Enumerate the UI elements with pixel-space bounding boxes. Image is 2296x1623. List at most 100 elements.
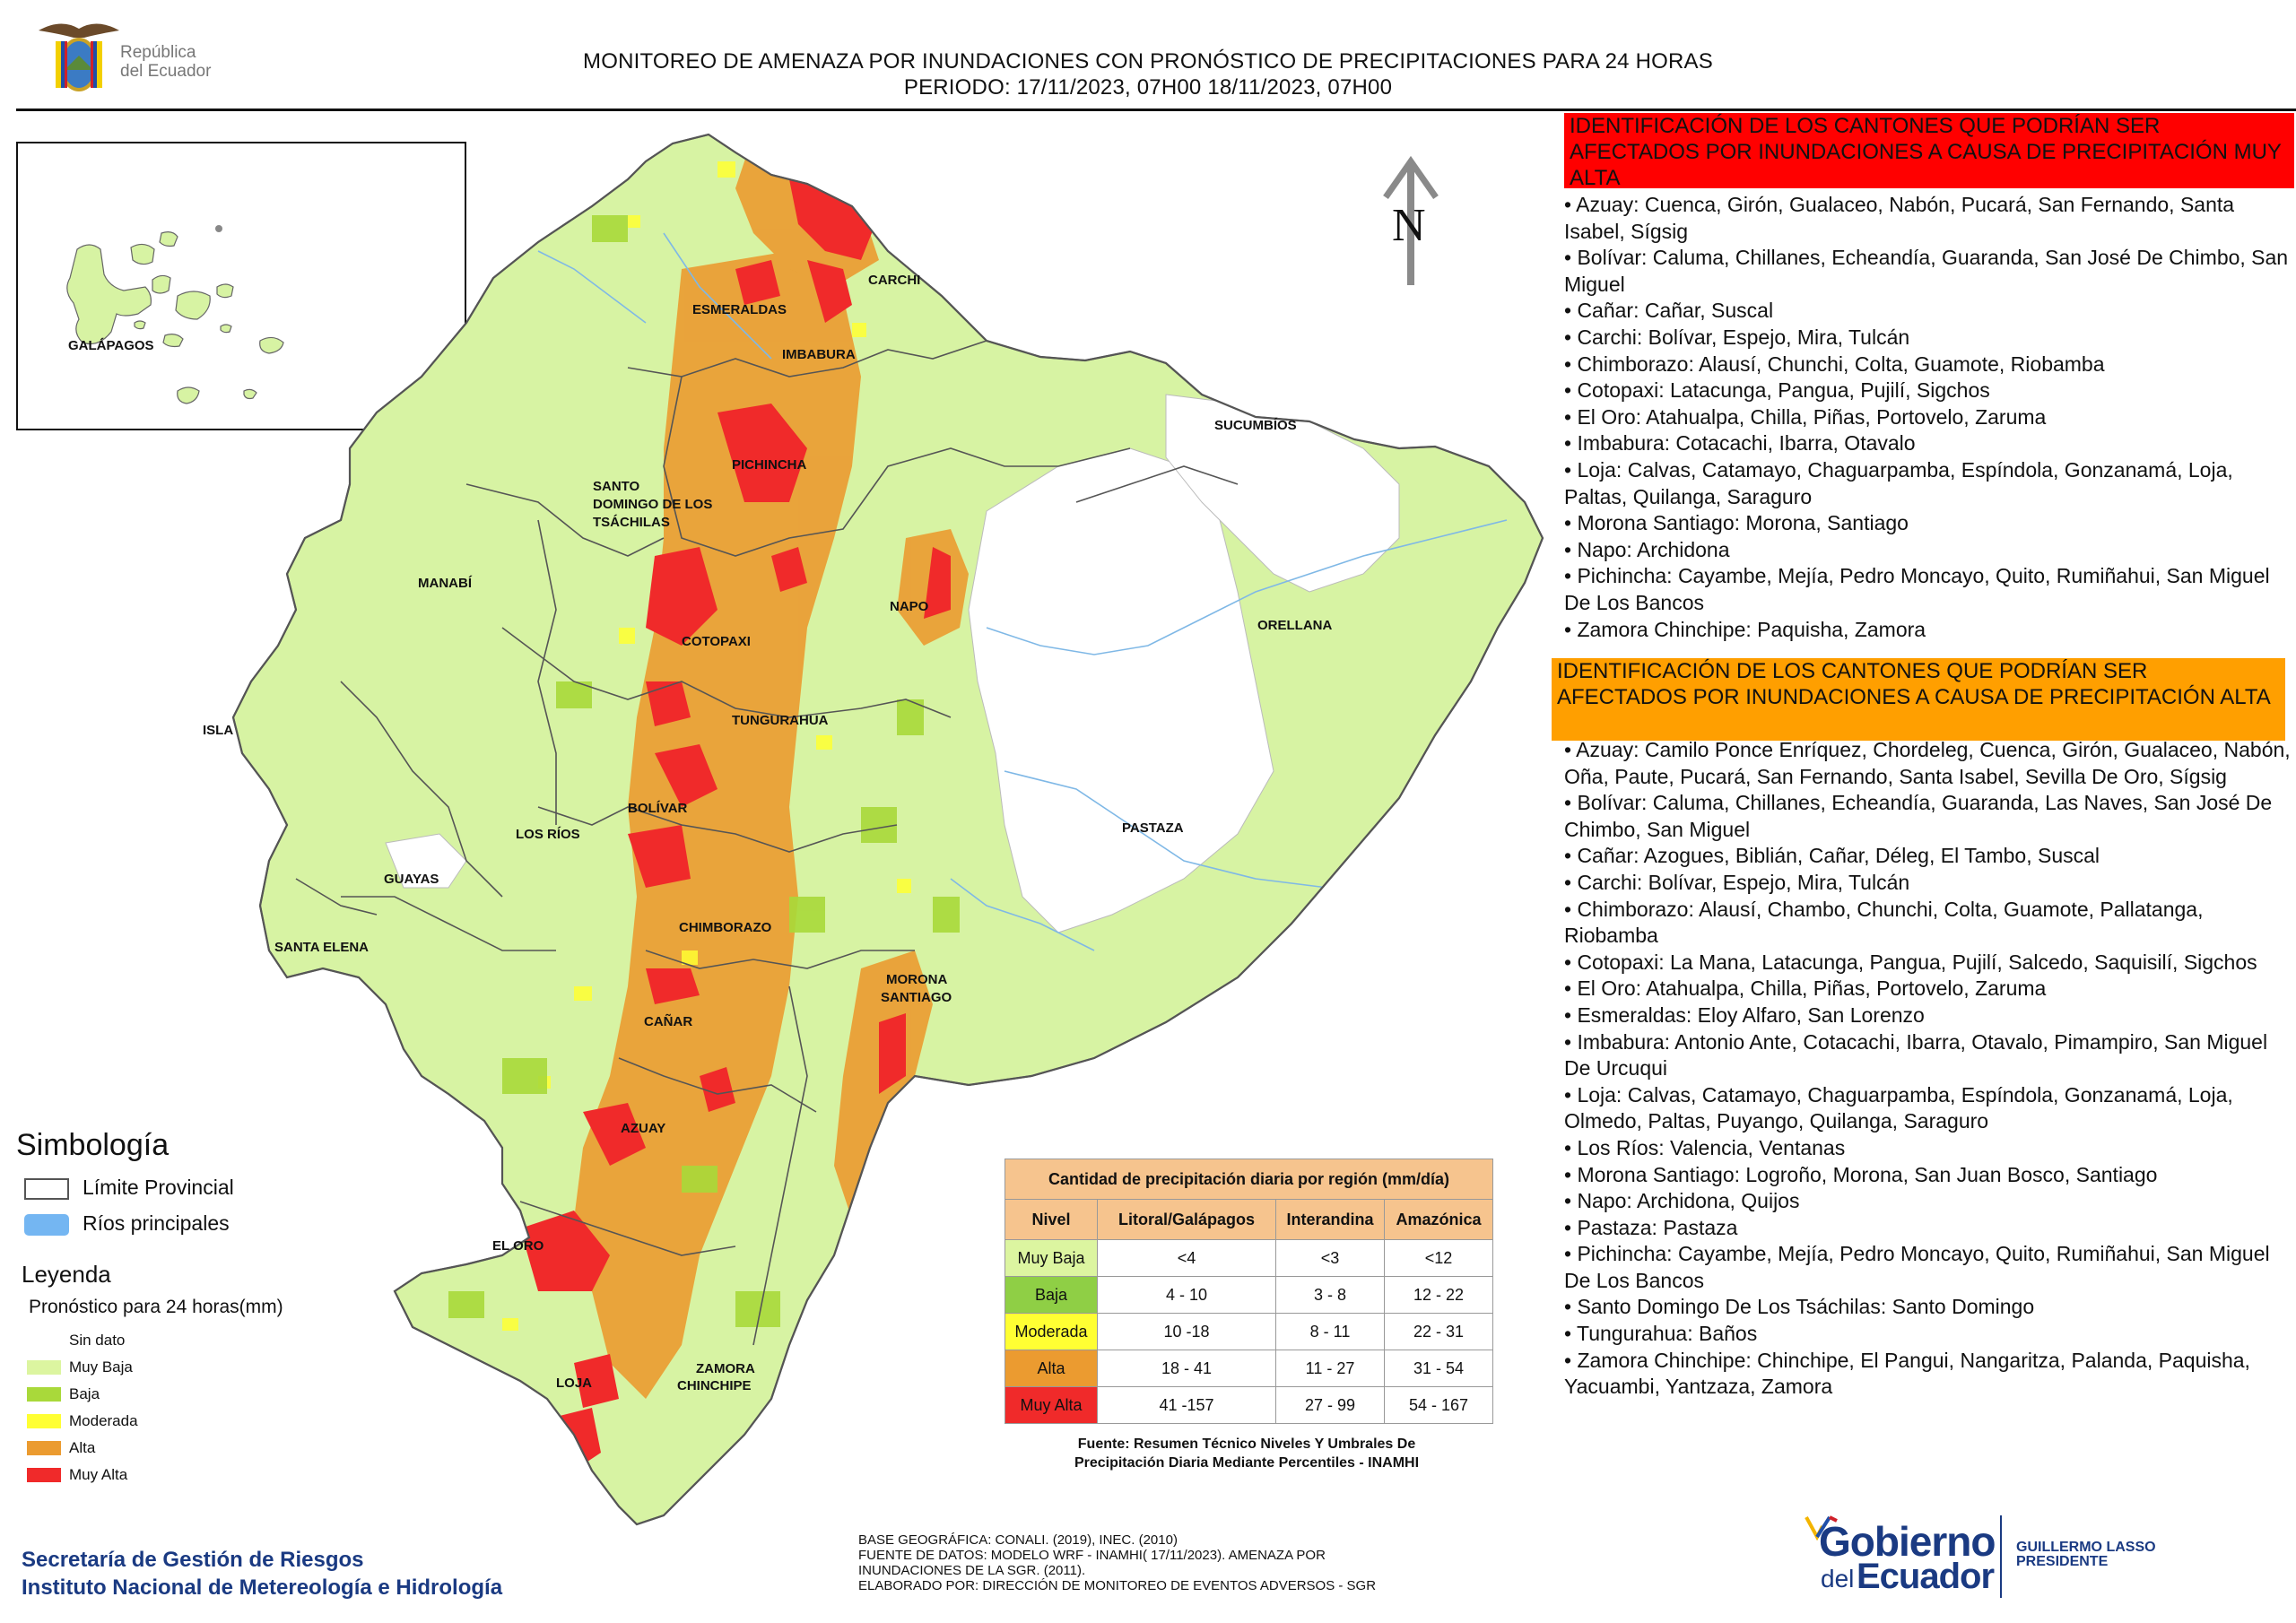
label-santo-domingo: DOMINGO DE LOS [593, 497, 712, 512]
canton-list-item: • Pastaza: Pastaza [1564, 1215, 1738, 1239]
table-row: Baja 4 - 10 3 - 8 12 - 22 [1004, 1276, 1493, 1314]
canton-list-item: • Napo: Archidona, Quijos [1564, 1189, 1800, 1213]
table-cell-nivel: Moderada [1004, 1313, 1098, 1350]
canton-list-item: • Imbabura: Antonio Ante, Cotacachi, Iba… [1564, 1029, 2268, 1081]
table-cell-interandina: 3 - 8 [1275, 1276, 1385, 1314]
label-sucumbios: SUCUMBÍOS [1214, 418, 1297, 433]
legend-swatch [27, 1441, 61, 1455]
header-divider [16, 108, 2296, 111]
canton-list-item: • Loja: Calvas, Catamayo, Chaguarpamba, … [1564, 457, 2233, 508]
republica-del-ecuador-text: República del Ecuador [120, 43, 211, 81]
pronostico-label: Pronóstico para 24 horas(mm) [29, 1297, 283, 1317]
legend-swatch [27, 1414, 61, 1428]
table-cell-litoral: <4 [1097, 1239, 1276, 1277]
label-tungurahua: TUNGURAHUA [732, 713, 829, 728]
org-line2: Instituto Nacional de Metereología e Hid… [22, 1575, 503, 1600]
canton-list-item: • Napo: Archidona [1564, 537, 1730, 561]
label-santo: SANTO [593, 479, 640, 494]
label-cotopaxi: COTOPAXI [682, 634, 751, 649]
label-isla: ISLA [203, 723, 233, 738]
legend-item: Sin dato [27, 1331, 296, 1352]
footer-organizations: Secretaría de Gestión de Riesgos Institu… [22, 1546, 502, 1601]
legend-label: Sin dato [69, 1332, 126, 1349]
north-letter: N [1392, 200, 1426, 251]
label-chimborazo: CHIMBORAZO [679, 920, 772, 935]
table-cell-nivel: Muy Baja [1004, 1239, 1098, 1277]
canton-list-item: • Santo Domingo De Los Tsáchilas: Santo … [1564, 1295, 2035, 1319]
canton-list-item: • Azuay: Cuenca, Girón, Gualaceo, Nabón,… [1564, 193, 2235, 243]
page-title: MONITOREO DE AMENAZA POR INUNDACIONES CO… [0, 48, 2296, 100]
base-line3: INUNDACIONES DE LA SGR. (2011). [858, 1563, 1086, 1578]
canton-list-item: • Bolívar: Caluma, Chillanes, Echeandía,… [1564, 791, 2273, 841]
canton-list-item: • El Oro: Atahualpa, Chilla, Piñas, Port… [1564, 404, 2047, 429]
label-zamora: ZAMORA [696, 1361, 755, 1376]
table-row: Alta 18 - 41 11 - 27 31 - 54 [1004, 1350, 1493, 1387]
table-row: Muy Baja <4 <3 <12 [1004, 1239, 1493, 1277]
label-pastaza: PASTAZA [1122, 820, 1184, 836]
table-cell-litoral: 18 - 41 [1097, 1350, 1276, 1387]
header-interandina: Interandina [1275, 1199, 1385, 1240]
legend-swatch [27, 1360, 61, 1375]
table-source: Fuente: Resumen Técnico Niveles Y Umbral… [1004, 1435, 1489, 1472]
canton-list-item: • Cañar: Cañar, Suscal [1564, 299, 1774, 323]
muy-alta-heading: IDENTIFICACIÓN DE LOS CANTONES QUE PODRÍ… [1564, 113, 2294, 190]
table-title: Cantidad de precipitación diaria por reg… [1004, 1159, 1493, 1200]
legend-label: Muy Baja [69, 1358, 133, 1376]
label-pichincha: PICHINCHA [732, 457, 807, 473]
base-line1: BASE GEOGRÁFICA: CONALI. (2019), INEC. (… [858, 1532, 1178, 1548]
table-cell-nivel: Baja [1004, 1276, 1098, 1314]
label-santiago: SANTIAGO [881, 990, 952, 1005]
table-cell-amazonica: 54 - 167 [1384, 1386, 1493, 1424]
canton-list-item: • Morona Santiago: Morona, Santiago [1564, 511, 1909, 535]
canton-list-item: • Tungurahua: Baños [1564, 1322, 1758, 1346]
canton-list-item: • Cotopaxi: La Mana, Latacunga, Pangua, … [1564, 950, 2257, 974]
label-azuay: AZUAY [621, 1121, 665, 1136]
label-los-rios: LOS RÍOS [516, 827, 580, 842]
legend-item: Moderada [27, 1411, 296, 1433]
del-text: del [1821, 1565, 1855, 1593]
limite-provincial-swatch [24, 1178, 69, 1200]
footer-base-info: BASE GEOGRÁFICA: CONALI. (2019), INEC. (… [858, 1532, 1376, 1593]
label-manabi: MANABÍ [418, 576, 473, 591]
legend-swatch [27, 1387, 61, 1402]
base-line2: FUENTE DE DATOS: MODELO WRF - INAMHI( 17… [858, 1548, 1326, 1563]
gobierno-v-icon [1805, 1515, 1838, 1541]
header-amazonica: Amazónica [1384, 1199, 1493, 1240]
source-line1: Fuente: Resumen Técnico Niveles Y Umbral… [1077, 1436, 1416, 1452]
logo-text-line1: República [120, 43, 196, 62]
label-santa-elena: SANTA ELENA [274, 940, 369, 955]
president-block: GUILLERMO LASSO PRESIDENTE [2016, 1541, 2156, 1569]
legend-item: Muy Alta [27, 1465, 296, 1487]
ecuador-text: Ecuador [1857, 1557, 1995, 1596]
table-cell-amazonica: <12 [1384, 1239, 1493, 1277]
legend-item: Baja [27, 1384, 296, 1406]
canton-list-item: • Los Ríos: Valencia, Ventanas [1564, 1135, 1846, 1159]
alta-list: • Azuay: Camilo Ponce Enríquez, Chordele… [1564, 737, 2292, 1401]
canton-list-item: • Pichincha: Cayambe, Mejía, Pedro Monca… [1564, 564, 2270, 614]
canton-list-item: • Carchi: Bolívar, Espejo, Mira, Tulcán [1564, 325, 1910, 349]
table-cell-litoral: 4 - 10 [1097, 1276, 1276, 1314]
label-loja: LOJA [556, 1376, 592, 1391]
rios-swatch [24, 1214, 69, 1236]
table-cell-interandina: 27 - 99 [1275, 1386, 1385, 1424]
canton-list-item: • Carchi: Bolívar, Espejo, Mira, Tulcán [1564, 870, 1910, 894]
legend-label: Alta [69, 1439, 96, 1456]
label-el-oro: EL ORO [492, 1238, 544, 1254]
ecuador-flood-map: N CARCHI ESMERALDAS IMBABURA SUCUMBÍOS P… [203, 133, 1544, 1526]
table-cell-interandina: 11 - 27 [1275, 1350, 1385, 1387]
label-esmeraldas: ESMERALDAS [692, 302, 787, 317]
rios-label: Ríos principales [83, 1211, 230, 1235]
canton-list-item: • Azuay: Camilo Ponce Enríquez, Chordele… [1564, 738, 2291, 788]
president-name: GUILLERMO LASSO [2016, 1540, 2156, 1555]
canton-list-item: • Chimborazo: Alausí, Chunchi, Colta, Gu… [1564, 352, 2105, 376]
table-cell-interandina: <3 [1275, 1239, 1385, 1277]
table-cell-amazonica: 12 - 22 [1384, 1276, 1493, 1314]
canton-list-item: • Cañar: Azogues, Biblián, Cañar, Déleg,… [1564, 844, 2100, 868]
table-row: Moderada 10 -18 8 - 11 22 - 31 [1004, 1313, 1493, 1350]
label-imbabura: IMBABURA [782, 347, 856, 362]
legend-item: Alta [27, 1438, 296, 1460]
canton-list-item: • Loja: Calvas, Catamayo, Chaguarpamba, … [1564, 1082, 2233, 1133]
map-label-galapagos: GALÁPAGOS [68, 338, 154, 353]
table-row: Muy Alta 41 -157 27 - 99 54 - 167 [1004, 1386, 1493, 1424]
canton-list-item: • Zamora Chinchipe: Paquisha, Zamora [1564, 617, 1926, 641]
